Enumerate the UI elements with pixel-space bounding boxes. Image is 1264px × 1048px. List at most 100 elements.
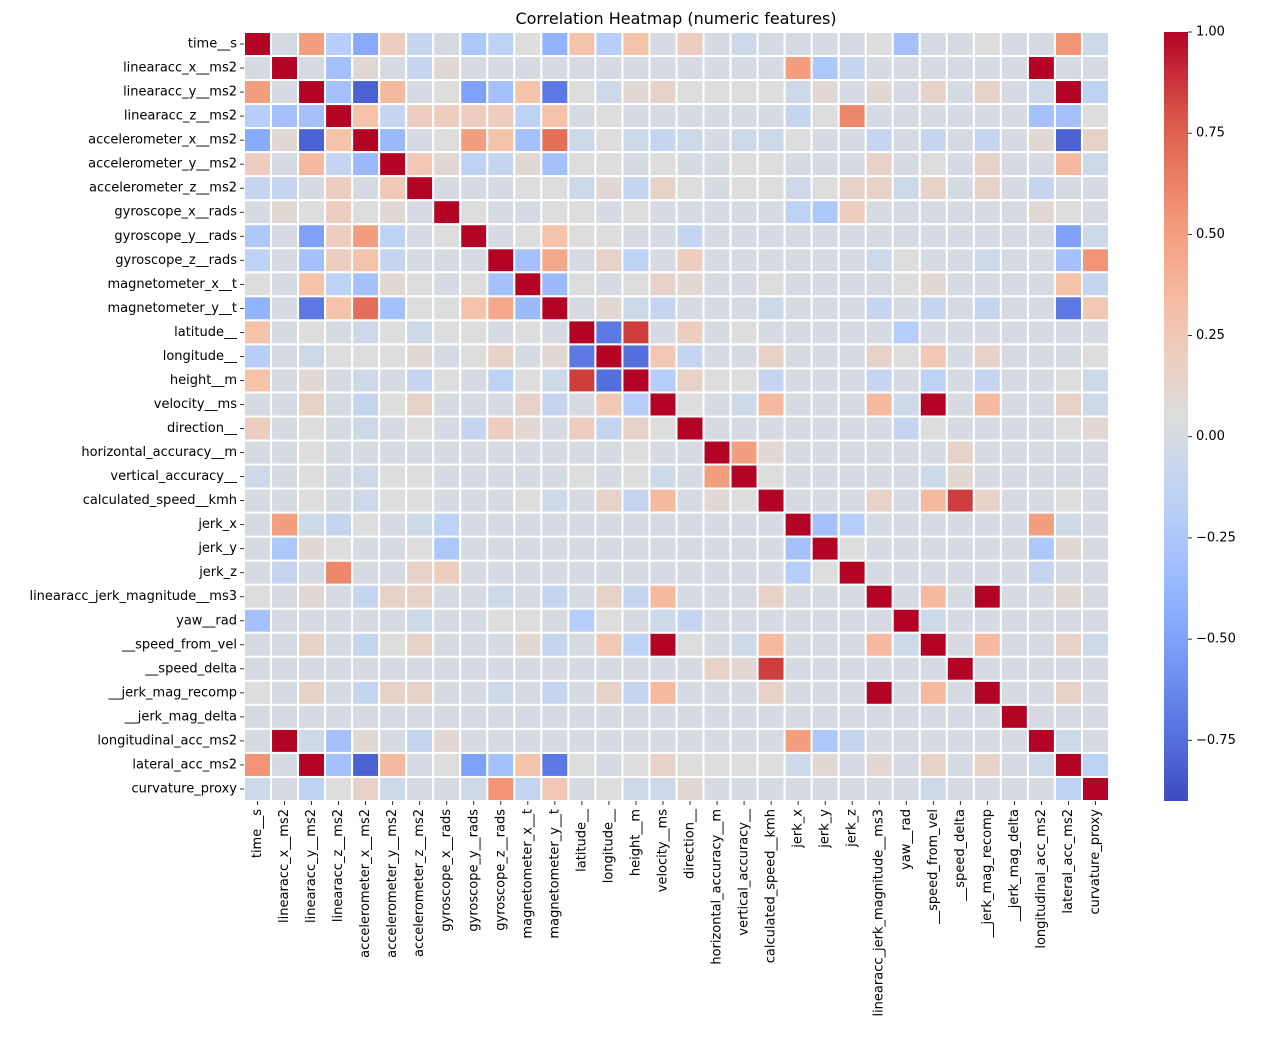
heatmap-cell [567,607,597,634]
heatmap-cell [378,439,408,466]
heatmap-cell [594,679,624,706]
row-tick-label: accelerometer_y__ms2 [88,157,237,172]
heatmap-cell [459,367,489,394]
heatmap-cell [1053,535,1083,562]
heatmap-cell [1026,175,1056,202]
heatmap-cell [702,703,732,730]
heatmap-cell [459,463,489,490]
heatmap-cell [945,247,975,274]
heatmap-cell [486,607,516,634]
heatmap-cell [729,31,759,58]
heatmap-cell [432,223,462,250]
heatmap-cell [297,487,327,514]
heatmap-cell [729,463,759,490]
heatmap-cell [567,319,597,346]
heatmap-cell [648,55,678,82]
heatmap-cell [459,79,489,106]
colorbar-tick-label: 0.75 [1196,126,1225,141]
heatmap-cell [810,607,840,634]
heatmap-cell [648,271,678,298]
row-tick-label: gyroscope_y__rads [114,229,237,244]
heatmap-cell [540,343,570,370]
heatmap-cell [324,175,354,202]
heatmap-cell [243,727,273,754]
heatmap-cell [648,655,678,682]
heatmap-cell [729,151,759,178]
heatmap-cell [540,31,570,58]
heatmap-cell [675,295,705,322]
heatmap-cell [1026,343,1056,370]
heatmap-cell [378,463,408,490]
row-tick-label: __speed_delta [144,661,237,676]
heatmap-cell [918,463,948,490]
heatmap-cell [270,679,300,706]
heatmap-cell [918,487,948,514]
column-tick-label: latitude__ [574,809,589,872]
column-tick-label: horizontal_accuracy__m [710,809,725,965]
heatmap-cell [567,583,597,610]
heatmap-cell [1080,583,1110,610]
heatmap-cell [891,607,921,634]
heatmap-cell [351,535,381,562]
heatmap-cell [810,223,840,250]
heatmap-cell [837,175,867,202]
heatmap-cell [270,127,300,154]
heatmap-cell [621,271,651,298]
heatmap-cell [891,463,921,490]
heatmap-cell [864,751,894,778]
heatmap-cell [837,223,867,250]
heatmap-cell [918,679,948,706]
heatmap-cell [378,535,408,562]
heatmap-cell [324,631,354,658]
heatmap-cell [486,463,516,490]
heatmap-cell [864,535,894,562]
heatmap-cell [1026,631,1056,658]
heatmap-cell [513,103,543,130]
heatmap-cell [324,295,354,322]
heatmap-cell [432,175,462,202]
row-tick-label: longitudinal_acc_ms2 [97,733,237,748]
heatmap-cell [756,511,786,538]
heatmap-cell [648,31,678,58]
heatmap-cell [1026,127,1056,154]
heatmap-cell [1053,703,1083,730]
heatmap-cell [567,487,597,514]
heatmap-cell [972,463,1002,490]
heatmap-cell [405,535,435,562]
heatmap-cell [486,247,516,274]
heatmap-cell [729,511,759,538]
colorbar-tick-label: 0.25 [1196,328,1225,343]
heatmap-cell [756,607,786,634]
heatmap-cell [756,487,786,514]
heatmap-cell [1026,151,1056,178]
heatmap-cell [513,127,543,154]
heatmap-cell [783,535,813,562]
row-tick-labels: time__s linearacc_x__ms2 linearacc_y__ms2l… [29,37,244,796]
heatmap-cell [756,223,786,250]
heatmap-cell [783,655,813,682]
heatmap-cell [1026,679,1056,706]
heatmap-cell [837,751,867,778]
heatmap-cell [594,655,624,682]
heatmap-cell [594,343,624,370]
heatmap-cell [783,127,813,154]
heatmap-cell [729,103,759,130]
heatmap-cell [459,223,489,250]
heatmap-cell [378,31,408,58]
heatmap-cell [243,463,273,490]
heatmap-cell [270,367,300,394]
heatmap-cell [783,583,813,610]
heatmap-cell [621,223,651,250]
heatmap-cell [999,607,1029,634]
heatmap-cell [513,751,543,778]
heatmap-cell [891,223,921,250]
column-tick-label: jerk_y [818,809,833,849]
heatmap-cell [270,295,300,322]
heatmap-cell [351,199,381,226]
heatmap-cell [324,343,354,370]
heatmap-cell [648,631,678,658]
heatmap-cell [270,487,300,514]
heatmap-cell [918,127,948,154]
heatmap-cell [972,751,1002,778]
heatmap-cell [648,727,678,754]
